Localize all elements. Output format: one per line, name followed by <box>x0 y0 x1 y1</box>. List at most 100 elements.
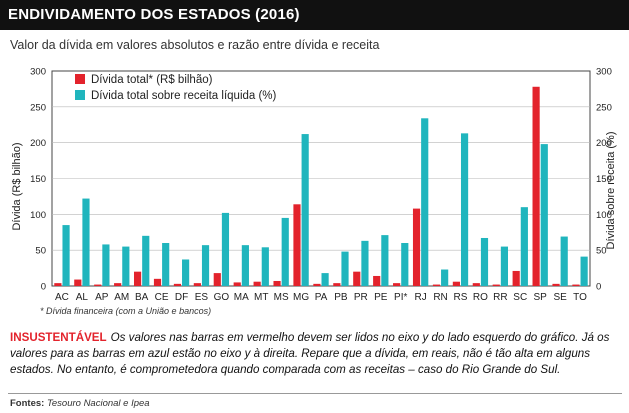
explanatory-note: INSUSTENTÁVEL Os valores nas barras em ve… <box>10 330 622 378</box>
bar-chart: 0 0 50 50 100 100 150 150 200 200 250 250 300 300 Dívi… <box>11 67 617 304</box>
bar-ratio-SP <box>540 144 548 286</box>
x-tick-label: ES <box>195 292 209 303</box>
x-tick-label: BA <box>135 292 149 303</box>
source-label: Fontes: <box>10 398 45 409</box>
x-tick-label: GO <box>214 292 230 303</box>
x-tick-label: PI* <box>394 292 407 303</box>
bar-ratio-MG <box>301 134 309 286</box>
bar-ratio-MT <box>261 247 269 286</box>
x-tick-label: MS <box>274 292 289 303</box>
x-tick-label: PR <box>354 292 368 303</box>
x-tick-label: RN <box>433 292 447 303</box>
bar-debt-SC <box>512 270 520 286</box>
y-axis-label-left: Dívida (R$ bilhão) <box>11 142 23 230</box>
bar-debt-RJ <box>412 208 421 286</box>
y-tick-right: 300 <box>596 67 612 78</box>
x-tick-label: SC <box>513 292 527 303</box>
note-lead: INSUSTENTÁVEL <box>10 331 107 344</box>
bar-debt-BA <box>133 271 142 286</box>
x-tick-label: DF <box>175 292 188 303</box>
legend-swatch-ratio <box>75 90 85 100</box>
x-tick-label: TO <box>573 292 587 303</box>
bar-ratio-DF <box>182 259 190 286</box>
bar-ratio-PB <box>341 251 349 286</box>
y-axis-label-right: Dívida sobre receita (%) <box>605 132 617 250</box>
bar-debt-RR <box>492 284 500 286</box>
y-tick-right: 250 <box>596 102 612 113</box>
chart-footnote: * Dívida financeira (com a União e banco… <box>40 306 212 316</box>
bar-ratio-PE <box>381 235 389 286</box>
bar-ratio-ES <box>201 245 210 286</box>
bar-ratio-MA <box>241 245 249 286</box>
bar-debt-MS <box>273 280 281 286</box>
x-tick-label: MT <box>254 292 268 303</box>
y-tick-right: 50 <box>596 246 607 257</box>
x-tick-label: AL <box>76 292 89 303</box>
bar-ratio-MS <box>281 217 289 286</box>
x-tick-label: MA <box>234 292 249 303</box>
chart-title: ENDIVIDAMENTO DOS ESTADOS (2016) <box>8 6 300 23</box>
bar-debt-AL <box>74 279 82 286</box>
y-tick-left: 0 <box>41 282 46 293</box>
y-tick-right: 100 <box>596 210 612 221</box>
x-tick-label: AC <box>55 292 69 303</box>
bar-debt-PA <box>313 283 321 286</box>
y-tick-left: 300 <box>30 67 46 78</box>
x-tick-label: AM <box>114 292 129 303</box>
x-tick-label: SP <box>534 292 548 303</box>
bar-debt-MT <box>253 281 261 286</box>
y-tick-right: 0 <box>596 282 601 293</box>
x-tick-label: PB <box>334 292 348 303</box>
x-tick-label: AP <box>95 292 109 303</box>
divider <box>8 393 622 394</box>
source-value: Tesouro Nacional e Ipea <box>46 398 150 409</box>
y-tick-left: 50 <box>35 246 46 257</box>
bar-debt-RS <box>452 281 460 286</box>
bar-ratio-AL <box>82 198 90 286</box>
bar-debt-GO <box>213 273 221 286</box>
x-tick-label: CE <box>155 292 169 303</box>
header-bar: ENDIVIDAMENTO DOS ESTADOS (2016) <box>0 0 629 30</box>
bar-debt-MG <box>293 204 301 286</box>
bar-ratio-PI <box>401 243 409 286</box>
bar-ratio-AM <box>122 246 130 286</box>
bar-debt-SE <box>552 283 560 286</box>
bar-debt-PB <box>333 283 341 286</box>
bar-ratio-RR <box>500 246 509 286</box>
bar-debt-RO <box>472 283 480 286</box>
x-tick-label: PE <box>374 292 388 303</box>
bar-debt-AP <box>94 284 102 286</box>
bar-ratio-AC <box>62 225 70 286</box>
bar-ratio-PA <box>321 273 329 286</box>
y-tick-right: 150 <box>596 174 612 185</box>
x-tick-label: RO <box>473 292 488 303</box>
bar-debt-RN <box>432 284 441 286</box>
bar-debt-PE <box>373 275 381 286</box>
bar-ratio-SC <box>520 207 528 286</box>
y-tick-left: 200 <box>30 138 46 149</box>
bar-debt-MA <box>233 282 241 286</box>
note-text: Os valores nas barras em vermelho devem … <box>10 331 610 376</box>
x-tick-label: PA <box>315 292 328 303</box>
bar-debt-PI <box>393 283 401 286</box>
bar-ratio-PR <box>361 240 369 286</box>
x-tick-label: RJ <box>415 292 427 303</box>
x-tick-label: MG <box>293 292 309 303</box>
bar-debt-SP <box>532 86 540 287</box>
bar-debt-AC <box>54 283 62 286</box>
bar-debt-PR <box>353 271 361 286</box>
chart-subtitle: Valor da dívida em valores absolutos e r… <box>10 38 380 52</box>
legend-swatch-debt <box>75 74 85 84</box>
bar-debt-AM <box>114 283 122 286</box>
x-tick-label: SE <box>553 292 567 303</box>
bar-ratio-RO <box>480 237 489 286</box>
bar-ratio-CE <box>162 243 170 286</box>
bar-ratio-SE <box>560 236 568 286</box>
bar-debt-CE <box>153 278 162 286</box>
bar-debt-ES <box>193 283 201 286</box>
legend-label-debt: Dívida total* (R$ bilhão) <box>91 74 213 86</box>
bar-debt-TO <box>572 284 580 286</box>
bar-ratio-BA <box>142 235 150 286</box>
bar-ratio-RJ <box>421 118 429 286</box>
bar-ratio-RN <box>441 269 449 286</box>
